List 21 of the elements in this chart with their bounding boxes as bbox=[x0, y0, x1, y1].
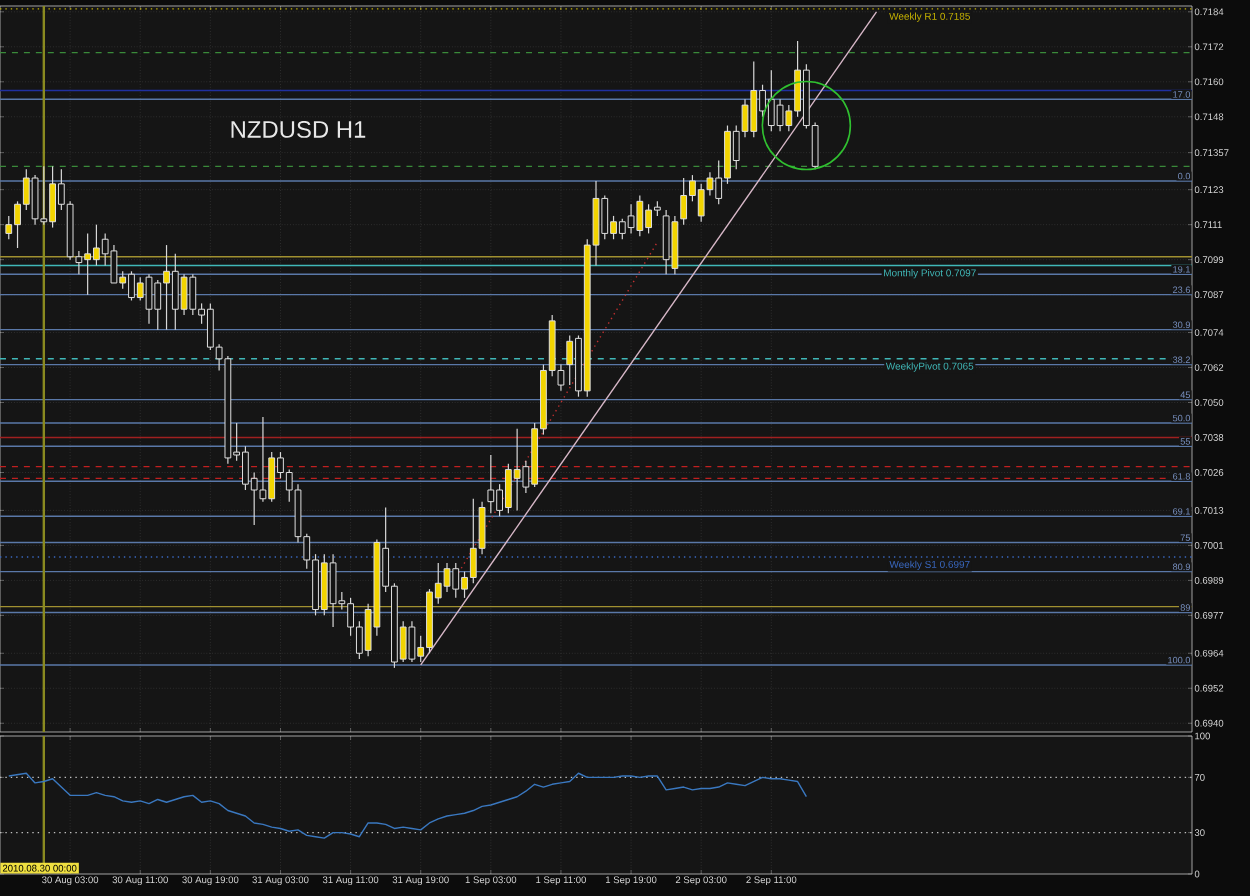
candlestick bbox=[627, 203, 635, 235]
candlestick bbox=[443, 562, 451, 593]
candlestick bbox=[697, 183, 705, 223]
candlestick bbox=[513, 428, 521, 512]
candlestick bbox=[189, 273, 197, 316]
candlestick bbox=[329, 553, 337, 628]
candlestick bbox=[636, 194, 644, 237]
candlestick bbox=[776, 98, 784, 132]
candlestick bbox=[31, 174, 39, 226]
candlestick bbox=[680, 177, 688, 226]
candlestick bbox=[408, 620, 416, 663]
candlestick bbox=[180, 273, 188, 316]
candlestick bbox=[487, 454, 495, 514]
candlestick bbox=[145, 273, 153, 325]
candlestick bbox=[671, 215, 679, 275]
candlestick bbox=[566, 334, 574, 386]
candlestick bbox=[259, 416, 267, 503]
candlestick bbox=[110, 244, 118, 284]
candlestick bbox=[662, 209, 670, 275]
text: NZDUSD H1 bbox=[231, 120, 366, 138]
candlestick bbox=[40, 165, 48, 226]
